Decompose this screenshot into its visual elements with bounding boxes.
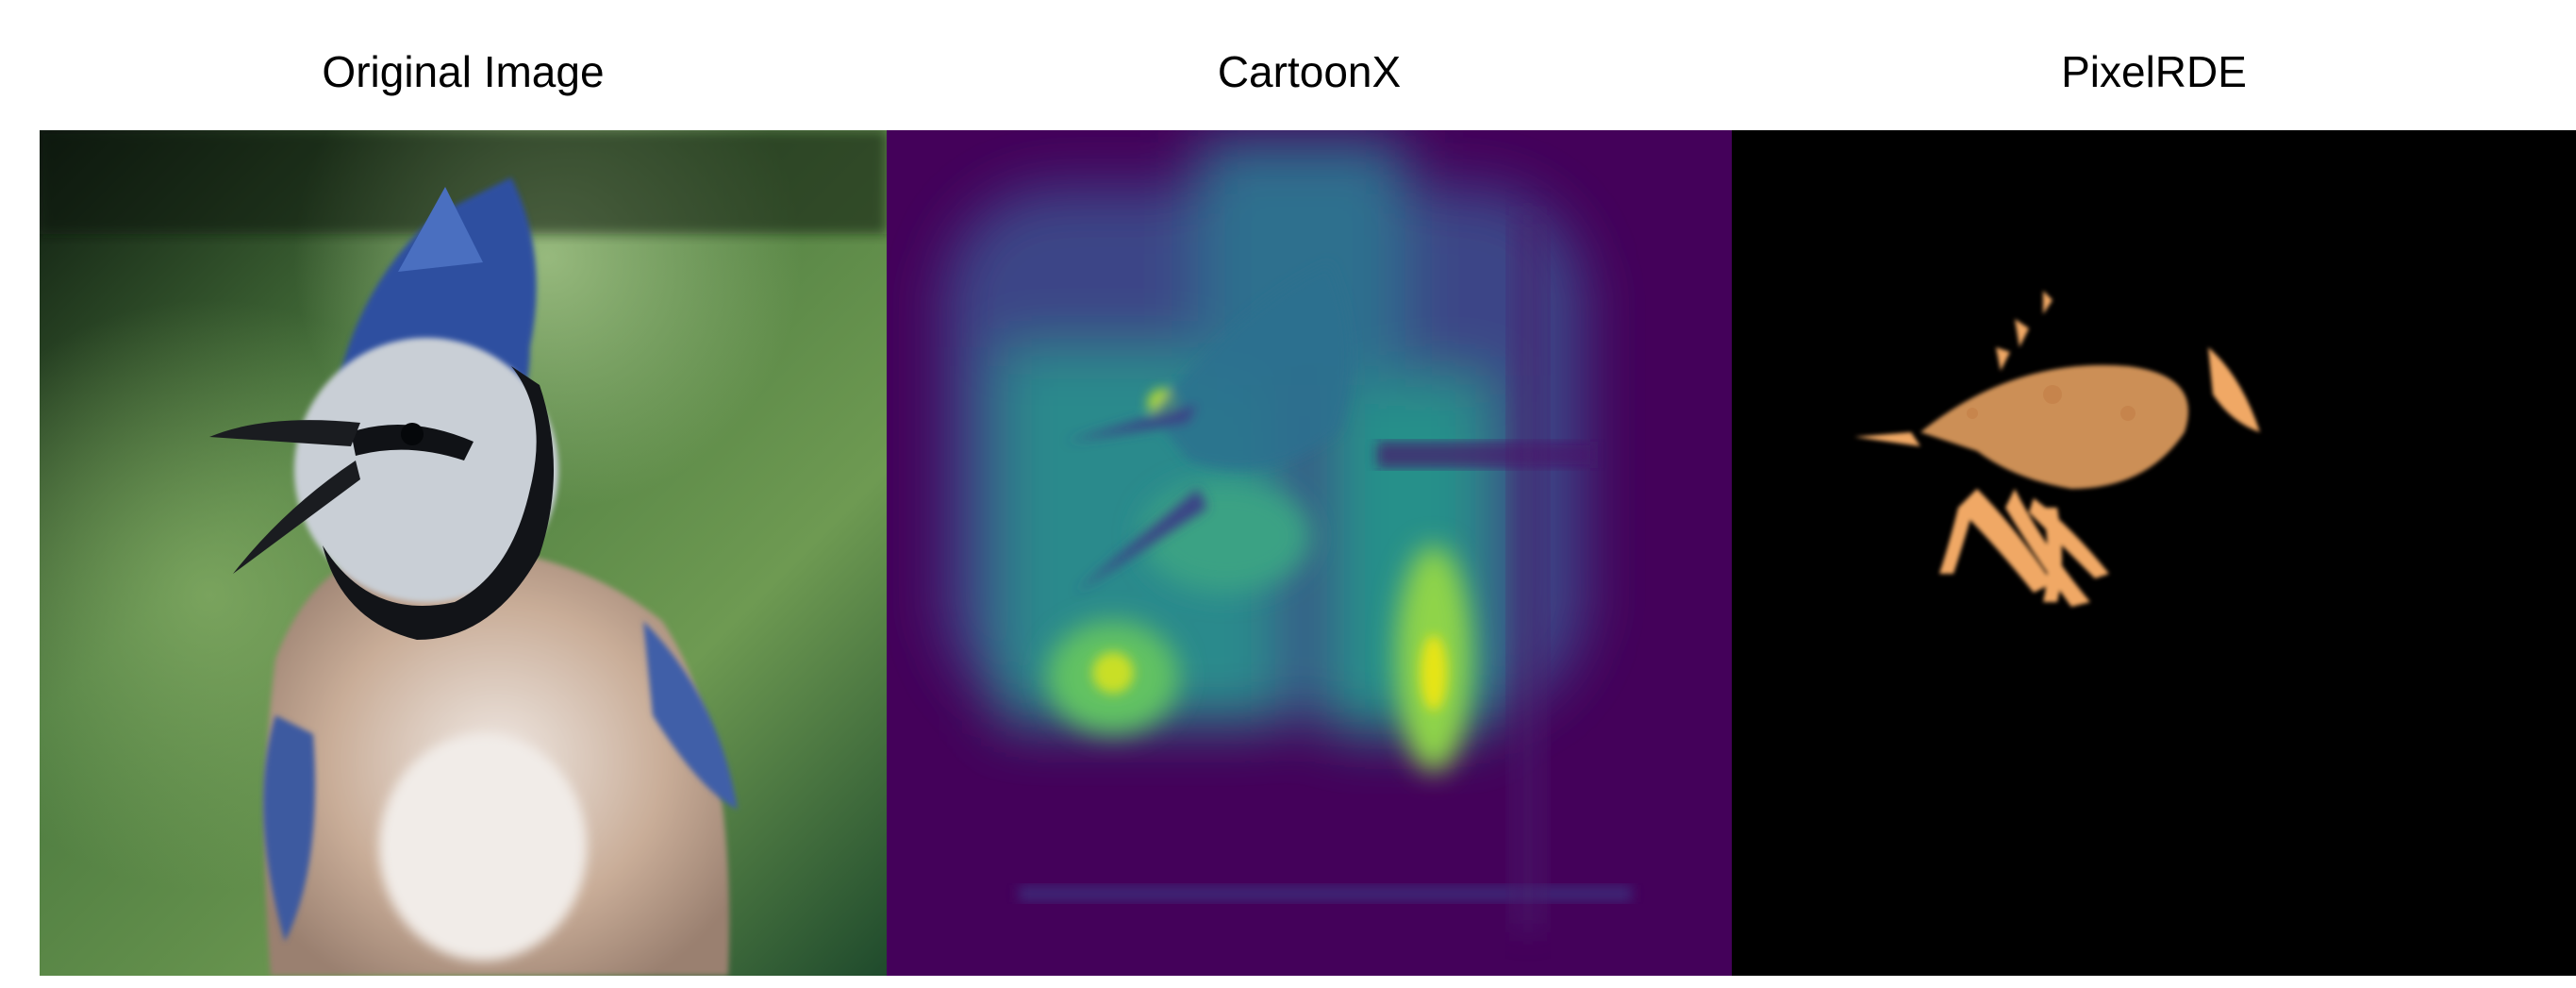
panel-title-cartoonx: CartoonX <box>1217 47 1402 96</box>
panel-title-original: Original Image <box>322 47 605 96</box>
pixelrde-mask <box>1732 130 2576 976</box>
original-image <box>40 130 887 976</box>
panel-title-pixelrde: PixelRDE <box>2061 47 2247 96</box>
cartoonx-heatmap <box>887 130 1732 976</box>
